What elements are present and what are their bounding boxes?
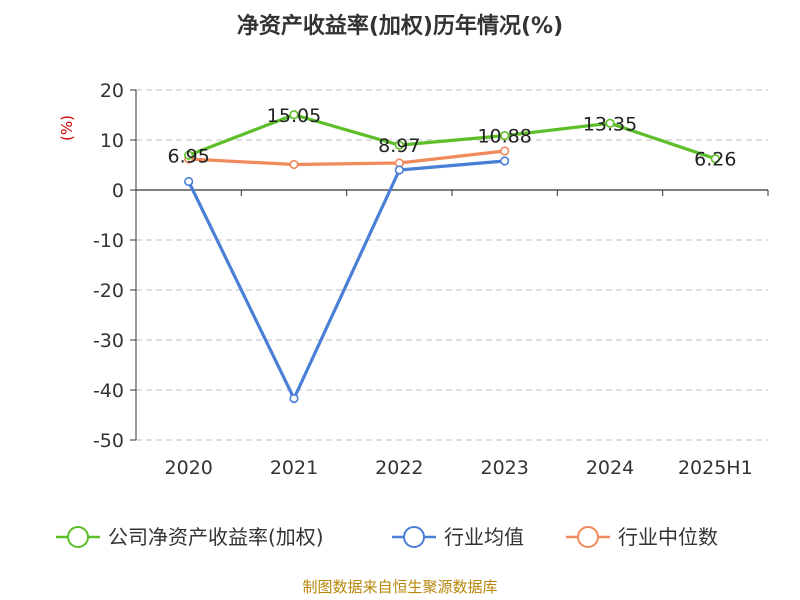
- chart-title: 净资产收益率(加权)历年情况(%): [237, 13, 563, 39]
- x-tick-label: 2021: [270, 457, 318, 479]
- legend-marker: [67, 526, 89, 548]
- legend-label: 行业均值: [444, 525, 524, 549]
- data-point: [500, 146, 510, 156]
- data-point: [605, 118, 615, 128]
- data-label: 6.26: [694, 149, 736, 171]
- y-tick-label: -10: [93, 230, 124, 252]
- y-tick-labels: 20 10 0 -10 -20 -30 -40 -50: [93, 80, 124, 452]
- data-labels: 6.95 15.05 8.97 10.88 13.35 6.26: [168, 105, 737, 171]
- data-label: 10.88: [477, 126, 531, 148]
- y-tick-label: -50: [93, 430, 124, 452]
- y-tick-label: -20: [93, 280, 124, 302]
- y-tick-label: 0: [112, 180, 124, 202]
- axes: [135, 90, 769, 440]
- data-point: [289, 159, 299, 170]
- data-point: [184, 176, 194, 187]
- data-label: 6.95: [168, 145, 210, 167]
- legend-marker: [403, 526, 425, 548]
- data-point: [184, 150, 194, 160]
- x-tick-label: 2023: [480, 457, 528, 479]
- series-line: [188, 113, 716, 161]
- data-point: [710, 154, 720, 164]
- data-point: [500, 156, 510, 166]
- data-point: [289, 110, 299, 120]
- legend-label: 公司净资产收益率(加权): [108, 525, 324, 549]
- data-point: [394, 165, 404, 175]
- legend: 公司净资产收益率(加权) 行业均值 行业中位数: [56, 525, 718, 549]
- x-tick-label: 2020: [164, 457, 212, 479]
- x-tick-label: 2025H1: [678, 457, 753, 479]
- legend-marker: [577, 526, 599, 548]
- y-tick-label: -30: [93, 330, 124, 352]
- data-point: [394, 140, 404, 150]
- data-point: [289, 393, 299, 404]
- y-axis-label: (%): [58, 115, 76, 141]
- y-tick-label: 10: [100, 130, 124, 152]
- y-tick-label: 20: [100, 80, 124, 102]
- data-label: 13.35: [583, 113, 637, 135]
- data-point: [500, 131, 510, 141]
- series-line: [188, 149, 505, 167]
- legend-label: 行业中位数: [618, 525, 718, 549]
- x-tick-label: 2022: [375, 457, 423, 479]
- data-label: 15.05: [267, 105, 321, 127]
- x-tick-label: 2024: [586, 457, 634, 479]
- y-tick-label: -40: [93, 380, 124, 402]
- data-label: 8.97: [378, 135, 420, 157]
- series-lines: [184, 110, 720, 404]
- x-tick-labels: 2020 2021 2022 2023 2024 2025H1: [164, 457, 752, 479]
- source-note: 制图数据来自恒生聚源数据库: [302, 578, 497, 596]
- series-line: [187, 159, 505, 401]
